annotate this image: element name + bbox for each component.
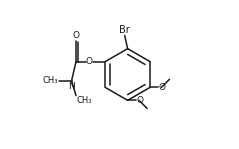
Text: N: N [68, 82, 75, 91]
Text: O: O [158, 83, 165, 92]
Text: Br: Br [119, 25, 129, 35]
Text: O: O [136, 96, 143, 105]
Text: CH₃: CH₃ [43, 76, 59, 84]
Text: O: O [72, 31, 80, 40]
Text: O: O [85, 57, 92, 66]
Text: CH₃: CH₃ [77, 96, 92, 105]
